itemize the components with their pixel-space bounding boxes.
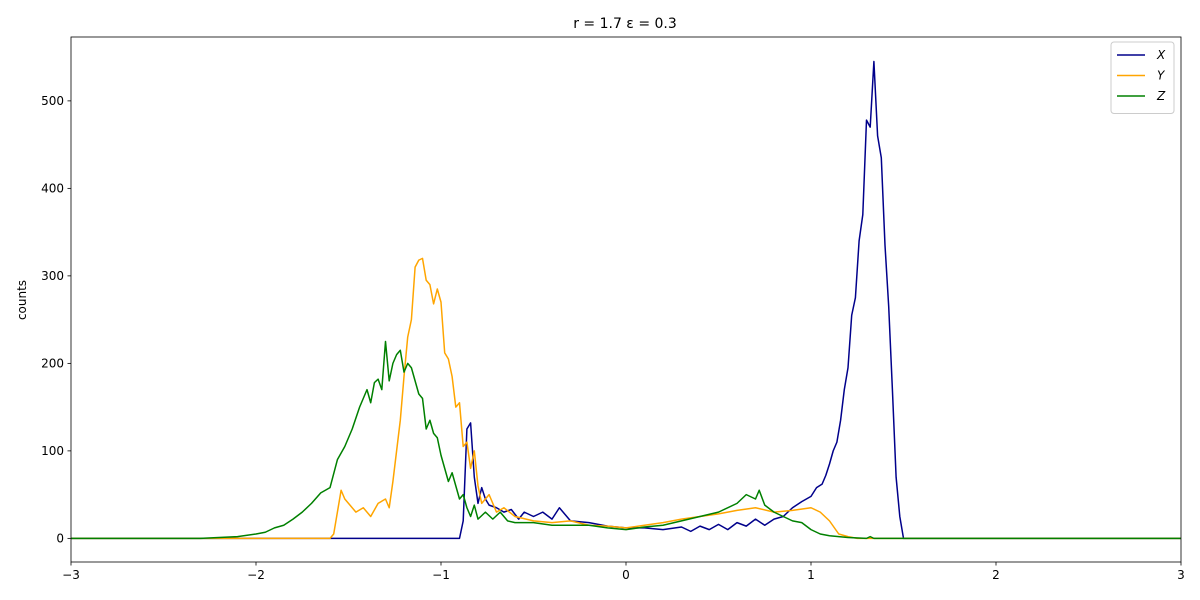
legend: XYZ <box>1110 41 1175 114</box>
y-tick-label: 200 <box>41 356 64 370</box>
x-tick-label: −1 <box>432 568 450 582</box>
legend-label-y: Y <box>1157 69 1166 83</box>
series-line-x <box>71 60 1181 540</box>
y-axis: 0 100 200 300 400 500 <box>41 94 71 545</box>
y-tick-label: 300 <box>41 269 64 283</box>
y-tick-label: 500 <box>41 94 64 108</box>
series-line-z <box>71 340 1181 540</box>
series-line-y <box>71 257 1181 540</box>
y-axis-label: counts <box>15 280 29 320</box>
x-tick-label: 1 <box>807 568 815 582</box>
x-tick-label: 0 <box>622 568 630 582</box>
x-tick-label: 3 <box>1177 568 1185 582</box>
y-tick-label: 100 <box>41 444 64 458</box>
chart-title: r = 1.7 ε = 0.3 <box>573 16 677 32</box>
x-axis: −3 −2 −1 0 1 2 3 <box>62 562 1185 582</box>
y-tick-label: 400 <box>41 181 64 195</box>
x-tick-label: −3 <box>62 568 80 582</box>
y-tick-label: 0 <box>56 531 64 545</box>
legend-label-z: Z <box>1156 89 1166 103</box>
x-tick-label: −2 <box>247 568 265 582</box>
legend-label-x: X <box>1156 48 1166 62</box>
x-tick-label: 2 <box>992 568 1000 582</box>
